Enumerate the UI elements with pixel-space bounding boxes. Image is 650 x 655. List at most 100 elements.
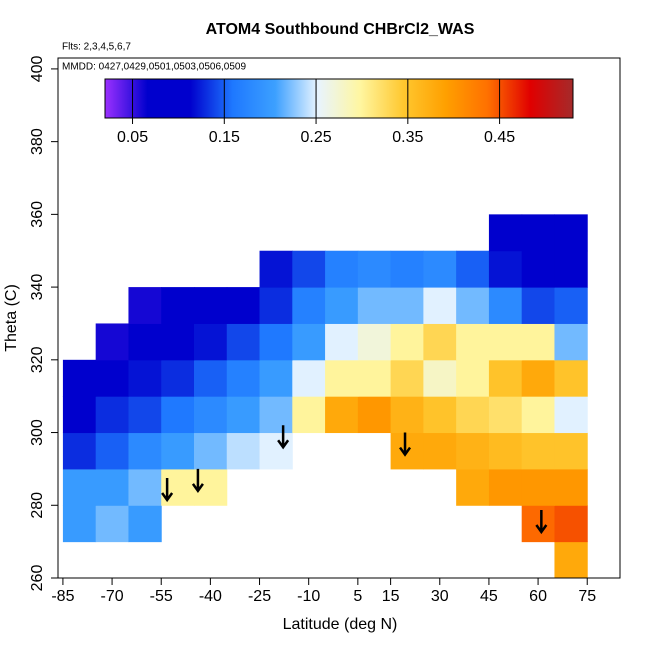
colorbar-tick-label: 0.05 — [117, 129, 148, 146]
heatmap-cell — [95, 505, 129, 543]
heatmap-cell — [62, 432, 97, 470]
heatmap-cell — [456, 250, 490, 288]
x-tick-label: 30 — [431, 588, 449, 605]
x-tick-label: -70 — [101, 588, 124, 605]
heatmap-cell — [292, 323, 326, 361]
heatmap-cell — [390, 250, 424, 288]
heatmap-cell — [95, 396, 129, 434]
heatmap-cell — [161, 287, 195, 324]
heatmap-cell — [390, 359, 424, 397]
x-tick-label: -85 — [51, 588, 74, 605]
heatmap-cell — [325, 396, 359, 434]
heatmap-cell — [554, 505, 588, 543]
heatmap-cell — [423, 432, 457, 470]
heatmap-cell — [62, 396, 97, 434]
y-tick-label: 300 — [29, 419, 46, 446]
heatmap-cell — [488, 468, 523, 506]
heatmap-cell — [128, 359, 162, 397]
heatmap-cell — [193, 432, 228, 470]
heatmap-cell — [128, 432, 162, 470]
heatmap-cell — [259, 287, 293, 324]
heatmap-cell — [456, 432, 490, 470]
heatmap-cell — [95, 359, 129, 397]
heatmap-cell — [161, 323, 195, 361]
arrow — [191, 468, 204, 494]
heatmap-cell — [521, 287, 555, 324]
heatmap-cell — [62, 359, 97, 397]
heatmap-cell — [456, 468, 490, 506]
heatmap-cell — [488, 359, 523, 397]
heatmap-cell — [390, 396, 424, 434]
heatmap-cell — [488, 214, 523, 252]
heatmap-cell — [259, 250, 293, 288]
colorbar-tick-label: 0.15 — [209, 129, 240, 146]
heatmap-cell — [226, 359, 261, 397]
heatmap-cell — [488, 323, 523, 361]
heatmap-cell — [193, 396, 228, 434]
heatmap-cell — [292, 287, 326, 324]
x-tick-label: 5 — [353, 588, 362, 605]
heatmap-cell — [554, 396, 588, 434]
heatmap-cell — [193, 287, 228, 324]
x-tick-label: 75 — [578, 588, 596, 605]
heatmap-cell — [62, 505, 97, 543]
heatmap-cell — [95, 468, 129, 506]
heatmap-cell — [193, 359, 228, 397]
heatmap-cell — [62, 468, 97, 506]
heatmap-cell — [357, 396, 392, 434]
heatmap-cell — [325, 287, 359, 324]
heatmap-cell — [292, 359, 326, 397]
heatmap-cell — [259, 323, 293, 361]
heatmap-cell — [488, 432, 523, 470]
heatmap-cell — [521, 468, 555, 506]
heatmap-cell — [226, 287, 261, 324]
heatmap-cell — [554, 468, 588, 506]
heatmap-cell — [259, 396, 293, 434]
heatmap-cell — [161, 359, 195, 397]
heatmap-cell — [325, 323, 359, 361]
arrow — [399, 432, 412, 457]
heatmap-cell — [259, 432, 293, 470]
heatmap-cell — [226, 432, 261, 470]
heatmap-cell — [456, 287, 490, 324]
heatmap-cell — [423, 250, 457, 288]
heatmap-cell — [325, 250, 359, 288]
heatmap-cell — [488, 250, 523, 288]
heatmap-cell — [357, 287, 392, 324]
heatmap-cell — [554, 214, 588, 252]
annotation: MMDD: 0427,0429,0501,0503,0506,0509 — [62, 62, 246, 73]
heatmap-cell — [292, 396, 326, 434]
heatmap-cell — [456, 323, 490, 361]
heatmap-cell — [423, 396, 457, 434]
heatmap-cell — [456, 359, 490, 397]
heatmap-cell — [554, 323, 588, 361]
heatmap-cell — [325, 359, 359, 397]
heatmap-cell — [456, 396, 490, 434]
x-axis-label: Latitude (deg N) — [283, 616, 398, 633]
heatmap-cell — [357, 359, 392, 397]
heatmap-cell — [521, 396, 555, 434]
plot-frame — [57, 57, 621, 579]
x-tick-label: -40 — [199, 588, 222, 605]
heatmap-cell — [128, 396, 162, 434]
heatmap-cell — [488, 396, 523, 434]
heatmap-cell — [554, 359, 588, 397]
y-tick-label: 380 — [29, 128, 46, 155]
heatmap-cell — [95, 432, 129, 470]
heatmap-cell — [357, 323, 392, 361]
heatmap-cell — [128, 505, 162, 543]
x-tick-label: 60 — [529, 588, 547, 605]
heatmap-cell — [423, 323, 457, 361]
arrow — [161, 478, 174, 503]
colorbar-tick-label: 0.35 — [392, 129, 423, 146]
heatmap-cell — [128, 468, 162, 506]
heatmap-cell — [390, 287, 424, 324]
heatmap-cell — [128, 287, 162, 324]
heatmap-cell — [390, 323, 424, 361]
y-tick-label: 280 — [29, 492, 46, 519]
y-tick-label: 320 — [29, 346, 46, 373]
heatmap-cell — [423, 359, 457, 397]
heatmap-cell — [357, 250, 392, 288]
arrow — [535, 510, 548, 535]
